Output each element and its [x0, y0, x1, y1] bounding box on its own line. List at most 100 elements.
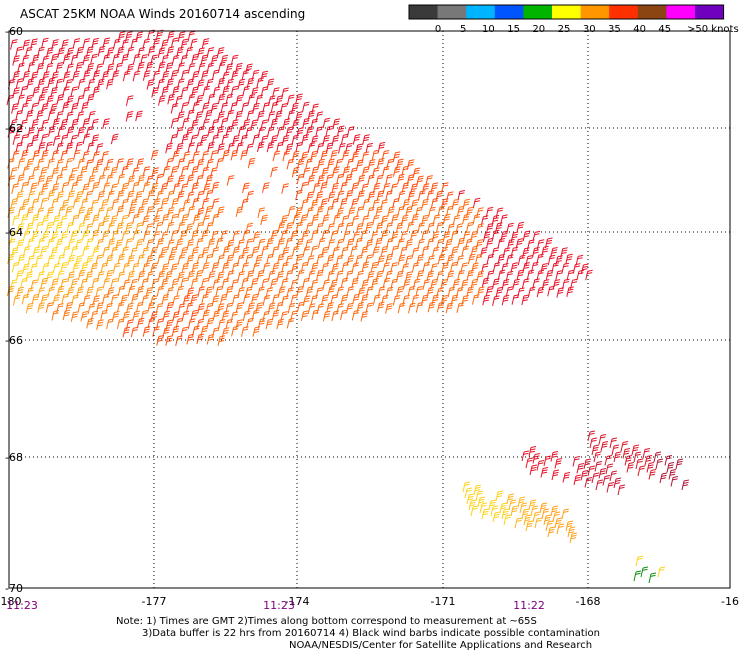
wind-barb — [221, 278, 230, 289]
wind-barb — [517, 287, 525, 299]
wind-barb — [330, 279, 338, 290]
wind-barb — [226, 270, 235, 281]
note-line-1: Note: 1) Times are GMT 2)Times along bot… — [116, 616, 537, 627]
wind-barb — [91, 166, 100, 177]
wind-barb — [26, 222, 34, 234]
wind-barb — [132, 229, 141, 241]
wind-barb — [206, 334, 215, 345]
wind-barb — [410, 183, 418, 194]
wind-barb — [11, 261, 20, 273]
wind-barb — [528, 446, 537, 457]
wind-barb — [75, 61, 83, 73]
wind-barb — [380, 215, 389, 226]
wind-barb — [25, 142, 34, 154]
wind-barb — [21, 102, 29, 114]
wind-barb — [146, 206, 154, 217]
wind-barb — [561, 262, 570, 274]
wind-barb — [106, 47, 115, 58]
wind-barb — [510, 505, 519, 517]
wind-barb — [320, 198, 328, 209]
wind-barb — [102, 215, 110, 227]
wind-barb — [170, 103, 179, 114]
wind-barb — [185, 126, 194, 138]
longitude-labels: -180 -177 -174 -171 -168 -16 — [0, 595, 739, 608]
wind-barb — [102, 54, 111, 65]
wind-barb — [305, 158, 313, 169]
wind-barb — [310, 199, 319, 210]
wind-barb — [85, 271, 94, 282]
wind-barb — [492, 511, 501, 523]
wind-barb — [285, 126, 294, 138]
wind-barb — [295, 189, 303, 201]
wind-barb — [132, 310, 140, 322]
wind-barb — [387, 206, 395, 217]
wind-barb — [521, 278, 530, 290]
wind-barb — [346, 302, 354, 314]
wind-barb — [257, 126, 266, 138]
wind-barb — [530, 505, 539, 517]
wind-barb — [61, 39, 69, 50]
wind-barb — [10, 198, 18, 209]
wind-barb — [200, 325, 209, 337]
wind-barb — [187, 63, 196, 74]
color-scale-label: 10 — [482, 24, 495, 35]
wind-barb — [547, 254, 556, 266]
wind-barb — [255, 302, 263, 313]
wind-barb — [32, 149, 41, 161]
wind-barb — [406, 174, 415, 185]
wind-barb — [88, 110, 96, 122]
wind-barb — [150, 149, 159, 161]
wind-barb — [386, 158, 394, 170]
wind-barb — [80, 165, 88, 177]
wind-barb — [40, 133, 49, 145]
wind-barb — [436, 287, 444, 299]
latitude-label: -60 — [5, 25, 23, 38]
wind-barb — [196, 190, 205, 202]
wind-barb — [375, 270, 384, 282]
wind-barb — [216, 303, 225, 314]
wind-barb — [96, 271, 105, 282]
wind-barb — [421, 214, 429, 226]
wind-barb — [311, 214, 320, 225]
wind-barb — [277, 253, 285, 265]
wind-barb — [316, 222, 324, 234]
wind-barb — [371, 278, 379, 289]
wind-barb — [47, 77, 55, 89]
wind-barb — [499, 502, 508, 514]
wind-barb — [37, 175, 46, 186]
wind-barb — [37, 287, 45, 298]
wind-barb — [277, 221, 286, 233]
wind-barb — [107, 238, 116, 249]
wind-barb — [226, 254, 234, 266]
wind-barb — [121, 246, 129, 258]
wind-barb — [372, 214, 380, 226]
wind-barb — [226, 239, 235, 251]
wind-barb — [510, 246, 519, 258]
wind-barb — [210, 54, 219, 66]
wind-barb — [486, 253, 495, 265]
wind-barb — [501, 279, 510, 290]
wind-barb — [147, 45, 156, 57]
wind-barb — [282, 150, 290, 162]
wind-barb — [351, 215, 360, 227]
wind-barb — [82, 151, 90, 162]
wind-barb — [336, 190, 345, 202]
wind-barb — [87, 175, 96, 186]
wind-barb — [181, 133, 189, 145]
wind-barb — [157, 47, 166, 59]
wind-barb — [60, 278, 68, 290]
wind-barb — [222, 245, 231, 257]
wind-barb — [150, 295, 158, 307]
wind-barb — [97, 221, 105, 233]
wind-barb — [60, 215, 68, 226]
wind-barb — [61, 293, 69, 305]
wind-barb — [97, 78, 105, 90]
wind-barb — [485, 285, 494, 297]
wind-barb — [428, 206, 436, 218]
wind-barb — [644, 455, 653, 466]
wind-barb — [166, 46, 175, 57]
wind-barb — [205, 109, 213, 121]
wind-barb — [161, 263, 170, 274]
wind-barb — [25, 271, 33, 282]
wind-barb — [106, 287, 115, 298]
